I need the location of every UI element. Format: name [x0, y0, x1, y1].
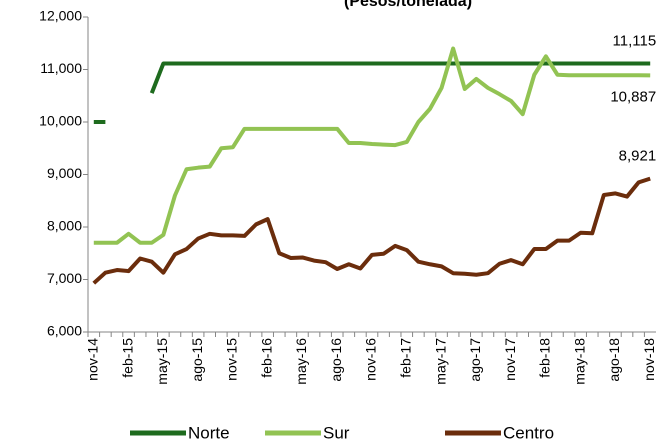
series-line: [92, 176, 651, 285]
data-label: 11,115: [613, 32, 656, 49]
y-tick-label: 12,000: [39, 8, 82, 24]
data-label: 10,887: [610, 88, 656, 105]
x-tick-label: ago-16: [328, 338, 344, 382]
legend-label: Centro: [503, 423, 554, 442]
y-tick-label: 8,000: [47, 218, 82, 234]
x-tick-label: nov-15: [224, 338, 240, 381]
x-tick-label: nov-16: [363, 338, 379, 381]
y-tick-label: 11,000: [40, 60, 82, 76]
x-tick-label: nov-17: [502, 338, 518, 381]
x-tick-label: feb-18: [537, 338, 553, 378]
x-tick-label: feb-15: [119, 338, 135, 378]
x-tick-label: ago-15: [189, 338, 205, 382]
series-line: [93, 61, 651, 124]
x-tick-label: nov-18: [641, 338, 656, 381]
legend-label: Norte: [188, 423, 230, 442]
legend-label: Sur: [323, 423, 350, 442]
y-tick-label: 7,000: [47, 270, 82, 286]
x-tick-label: nov-14: [84, 338, 100, 381]
x-tick-label: feb-17: [397, 338, 413, 378]
y-tick-label: 9,000: [47, 165, 82, 181]
x-tick-label: feb-16: [258, 338, 274, 378]
y-tick-label: 10,000: [39, 113, 82, 129]
x-tick-label: may-16: [293, 338, 309, 385]
x-tick-label: ago-18: [606, 338, 622, 382]
chart-subtitle: (Pesos/tonelada): [344, 0, 472, 10]
y-tick-label: 6,000: [47, 323, 82, 339]
x-tick-label: may-18: [571, 338, 587, 385]
x-tick-label: ago-17: [467, 338, 483, 382]
data-label: 8,921: [619, 148, 656, 165]
x-tick-label: may-15: [154, 338, 170, 385]
x-tick-label: may-17: [432, 338, 448, 385]
series-line: [93, 46, 651, 245]
